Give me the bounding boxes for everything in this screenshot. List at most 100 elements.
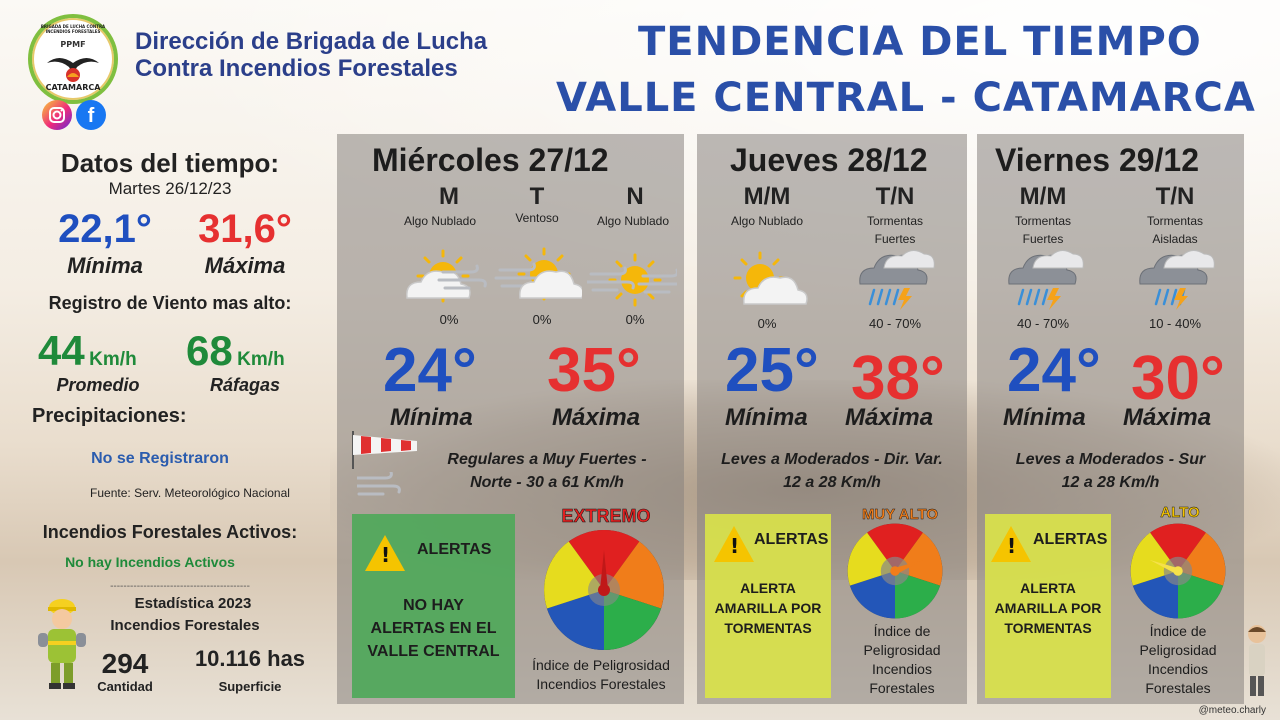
forecast-min-label: Mínima <box>390 404 473 431</box>
organization-name: Dirección de Brigada de Lucha Contra Inc… <box>135 28 487 82</box>
period-label: T <box>529 183 545 210</box>
fire-danger-gauge <box>544 530 664 650</box>
partly-cloudy-icon <box>733 251 808 305</box>
period-prob: 0% <box>585 312 685 327</box>
gauge-caption-line: Forestales <box>869 680 935 696</box>
period-prob-text: 10 - 40% <box>1148 316 1202 331</box>
data-source: Fuente: Serv. Meteorológico Nacional <box>90 486 290 500</box>
facebook-icon[interactable]: f <box>76 100 106 130</box>
partly-cloudy-windy-icon <box>406 249 487 303</box>
wind-forecast: Leves a Moderados - Sur 12 a 28 Km/h <box>977 448 1244 494</box>
wind-line2: Norte - 30 a 61 Km/h <box>470 474 624 491</box>
wind-icon <box>357 472 401 496</box>
isolated-storm-icon <box>1139 249 1215 310</box>
burned-area-label: Superficie <box>218 679 282 694</box>
forecast-max: 35° <box>547 336 641 405</box>
alert-line: AMARILLA POR <box>994 600 1102 616</box>
alert-line: TORMENTAS <box>1004 620 1092 636</box>
forecast-max: 30° <box>1131 344 1225 413</box>
forecast-max-label: Máxima <box>845 404 934 431</box>
wind-gust-label: Ráfagas <box>209 375 281 395</box>
observed-data-panel: Datos del tiempo: Martes 26/12/23 22,1° … <box>20 145 320 700</box>
period-prob-text: 0% <box>625 312 645 327</box>
wind-line1: Leves a Moderados - Dir. Var. <box>721 451 943 468</box>
period-afternoon: T <box>487 184 587 210</box>
wind-forecast: Leves a Moderados - Dir. Var. 12 a 28 Km… <box>697 448 967 494</box>
windsock-icon <box>352 431 417 469</box>
period-prob-text: 40 - 70% <box>1016 316 1070 331</box>
org-line1: Dirección de Brigada de Lucha <box>135 28 488 55</box>
period-prob-text: 0% <box>757 316 777 331</box>
credit-handle: @meteo.charly <box>1198 705 1266 716</box>
warning-icon: ! <box>714 526 754 562</box>
brigade-logo: BRIGADA DE LUCHA CONTRA INCENDIOS FOREST… <box>28 14 118 104</box>
wind-line1: Regulares a Muy Fuertes - <box>447 451 647 468</box>
wind-gust-value: 68 <box>186 327 233 374</box>
alert-line: ALERTAS EN EL <box>370 620 497 637</box>
period-prob-text: 40 - 70% <box>868 316 922 331</box>
active-fires-value: No hay Incendios Activos <box>65 554 235 570</box>
observed-max-label: Máxima <box>204 253 286 278</box>
period-desc-text: Tormentas Fuertes <box>866 214 924 246</box>
windy-sun-icon <box>494 247 582 301</box>
period-desc: Algo Nublado <box>727 212 807 230</box>
gauge-caption-line: Peligrosidad <box>863 642 941 658</box>
alert-title: ALERTAS <box>1033 531 1108 548</box>
forecast-min-label: Mínima <box>1003 404 1086 431</box>
period-desc-text: Algo Nublado <box>730 214 804 228</box>
alert-line: ALERTA <box>740 580 796 596</box>
day-panel-wednesday: Miércoles 27/12 M Algo Nublado 0% T Vent… <box>337 134 684 704</box>
precip-value: No se Registraron <box>91 450 229 467</box>
wind-average: 44 Km/h <box>38 327 168 375</box>
period-desc-text: Algo Nublado <box>403 214 477 228</box>
period-afternoon-night: T/N <box>845 184 945 210</box>
period-label: T/N <box>875 183 915 210</box>
period-desc-text: Tormentas Fuertes <box>1014 214 1072 246</box>
thunderstorm-icon <box>1008 249 1084 310</box>
forecast-min: 24° <box>383 336 477 405</box>
condor-emblem-icon <box>47 57 99 82</box>
alert-line: NO HAY <box>403 597 464 614</box>
day-name: Jueves 28/12 <box>730 142 928 178</box>
gauge-caption: Índice de Peligrosidad Incendios Foresta… <box>1113 622 1243 698</box>
gauge-caption-line: Índice de <box>873 623 931 639</box>
period-prob: 10 - 40% <box>1125 316 1225 331</box>
forecast-min-label: Mínima <box>725 404 808 431</box>
instagram-icon[interactable] <box>42 100 72 130</box>
period-prob: 0% <box>399 312 499 327</box>
weather-data-date: Martes 26/12/23 <box>108 179 232 198</box>
org-line2: Contra Incendios Forestales <box>135 55 458 82</box>
fire-danger-gauge <box>1130 523 1226 619</box>
forecast-max-label: Máxima <box>1123 404 1212 431</box>
period-desc-text: Tormentas Aisladas <box>1146 214 1204 246</box>
observed-max-value: 31,6° <box>198 207 292 251</box>
fires-count-value: 294 <box>101 648 149 679</box>
alert-line: TORMENTAS <box>724 620 812 636</box>
period-label: M/M <box>1019 183 1067 210</box>
period-afternoon-night: T/N <box>1125 184 1225 210</box>
thunderstorm-icon <box>859 249 935 310</box>
observed-min-label: Mínima <box>67 253 143 278</box>
gauge-caption-line: Peligrosidad <box>1139 642 1217 658</box>
meteorologist-avatar-icon <box>1248 625 1266 696</box>
warning-icon: ! <box>365 535 405 571</box>
danger-level: ALTO <box>1160 504 1200 521</box>
observed-min-value: 22,1° <box>58 207 152 251</box>
title-line1: TENDENCIA DEL TIEMPO <box>638 19 1202 65</box>
forecast-min: 25° <box>725 336 819 405</box>
period-label: M <box>439 183 459 210</box>
logo-ring-text: BRIGADA DE LUCHA CONTRA INCENDIOS FOREST… <box>40 24 106 34</box>
period-prob: 40 - 70% <box>845 316 945 331</box>
period-label: T/N <box>1155 183 1195 210</box>
forecast-min: 24° <box>1007 336 1101 405</box>
period-desc-text: Ventoso <box>515 211 559 225</box>
danger-level: MUY ALTO <box>861 506 939 523</box>
period-desc: Algo Nublado <box>593 212 673 230</box>
period-night: N <box>585 184 685 210</box>
alert-line: VALLE CENTRAL <box>367 643 500 660</box>
logo-top-text: PPMF <box>60 39 86 49</box>
gauge-caption-line: Índice de Peligrosidad <box>532 657 670 673</box>
precip-title: Precipitaciones: <box>32 405 187 427</box>
alert-text: NO HAY ALERTAS EN EL VALLE CENTRAL <box>352 594 515 663</box>
wind-average-label: Promedio <box>56 375 140 395</box>
